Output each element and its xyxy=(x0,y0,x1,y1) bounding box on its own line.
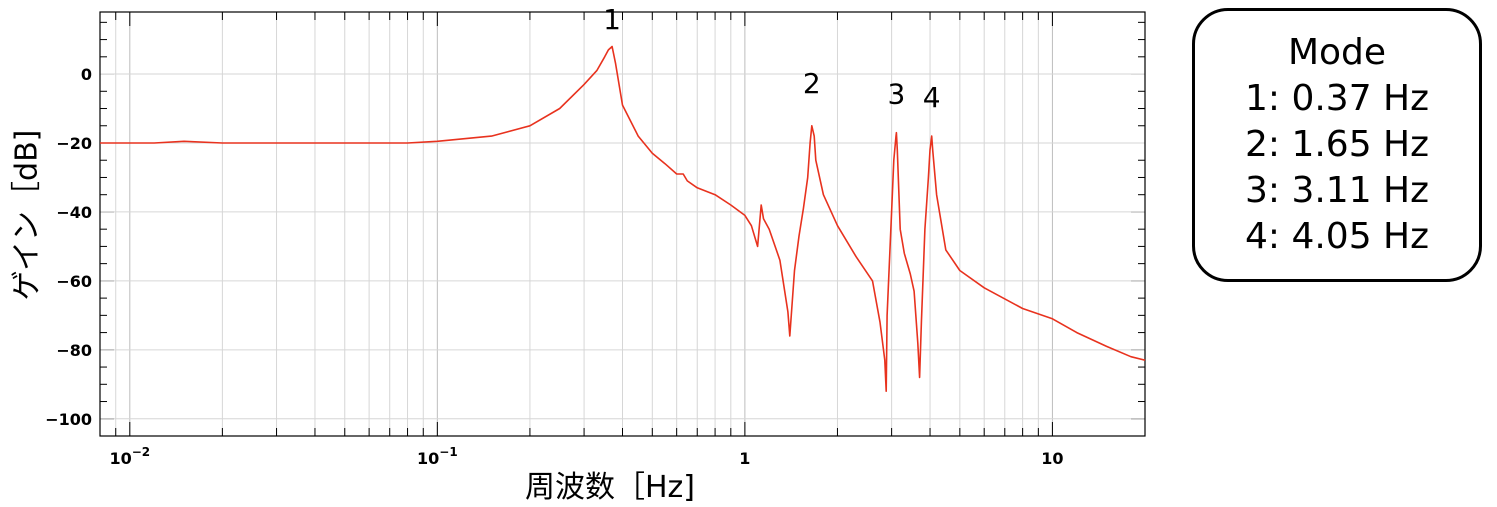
x-axis-label: 周波数［Hz] xyxy=(524,470,695,505)
y-tick-label: −80 xyxy=(56,341,92,360)
legend-entry: 4: 4.05 Hz xyxy=(1244,216,1430,257)
y-axis-label-box: ゲイン［dB] xyxy=(0,95,46,335)
mode-peak-label: 3 xyxy=(888,77,906,110)
legend-entry: 2: 1.65 Hz xyxy=(1244,124,1430,165)
chart-plot: 0 −20 −40 −60 −80 −100 10−2 10−1 1 10 1 2 3 4 xyxy=(45,3,1146,468)
x-tick-label: 10−2 xyxy=(109,445,150,468)
mode-peak-label: 2 xyxy=(803,67,821,100)
mode-peak-label: 4 xyxy=(923,81,941,114)
y-tick-label: −40 xyxy=(56,203,92,222)
y-axis-label: ゲイン［dB] xyxy=(9,129,45,301)
legend-entry: 1: 0.37 Hz xyxy=(1244,78,1430,119)
y-tick-label: −60 xyxy=(56,272,92,291)
x-tick-label: 10 xyxy=(1041,449,1063,468)
legend-entry: 3: 3.11 Hz xyxy=(1244,170,1430,211)
mode-peak-label: 1 xyxy=(603,3,621,36)
y-tick-label: −20 xyxy=(56,134,92,153)
legend-title: Mode xyxy=(1287,32,1387,73)
mode-legend: Mode 1: 0.37 Hz 2: 1.65 Hz 3: 3.11 Hz 4:… xyxy=(1192,8,1482,282)
x-tick-label: 10−1 xyxy=(417,445,458,468)
gain-series-line xyxy=(100,45,1146,393)
frequency-response-chart: 0 −20 −40 −60 −80 −100 10−2 10−1 1 10 1 2 3 4 xyxy=(45,3,1146,468)
y-tick-label: 0 xyxy=(81,65,92,84)
plot-frame xyxy=(99,11,1146,437)
grid-lines xyxy=(99,12,1146,437)
x-tick-label: 1 xyxy=(739,449,750,468)
y-tick-label: −100 xyxy=(45,410,92,429)
